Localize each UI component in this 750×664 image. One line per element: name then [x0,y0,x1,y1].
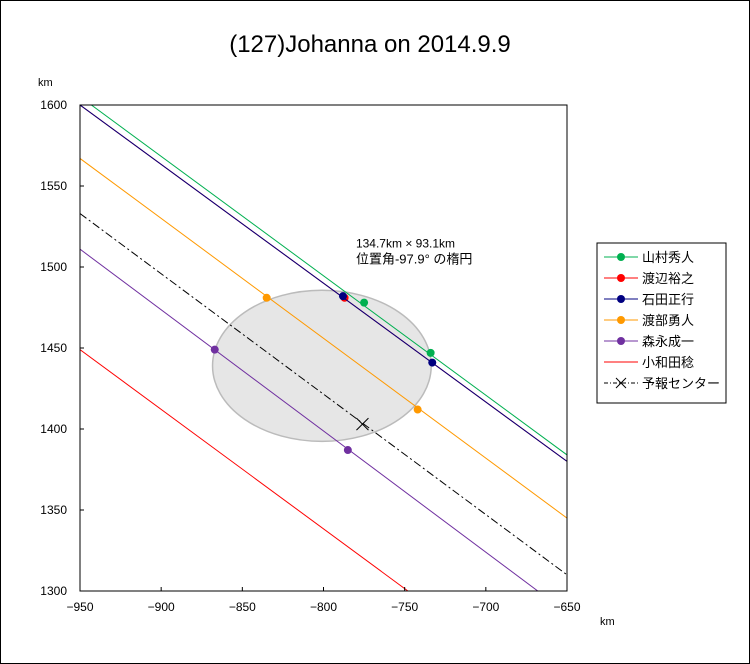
asteroid-ellipse [211,289,432,443]
legend-entry-0: 山村秀人 [604,250,694,265]
x-tick-label-1: −900 [148,600,175,614]
x-tick-label-4: −750 [391,600,418,614]
chord-point-4-1 [343,446,352,455]
chord-point-0-0 [360,298,369,307]
annotation-size: 134.7km × 93.1km [356,237,455,251]
legend-entry-1: 渡辺裕之 [604,271,694,286]
chord-line-2 [80,105,567,462]
legend-entry-5: 小和田稔 [604,355,694,370]
chord-point-2-1 [428,358,437,367]
chord-line-4 [80,248,539,591]
x-tick-label-5: −700 [472,600,499,614]
y-tick-label-2: 1400 [40,422,67,436]
plot-area [80,105,567,591]
y-tick-label-4: 1500 [40,260,67,274]
legend-swatch-dot [617,316,625,324]
chord-point-2-0 [338,292,347,301]
legend-entry-3: 渡部勇人 [604,313,694,328]
x-tick-label-6: −650 [553,600,580,614]
y-tick-label-0: 1300 [40,584,67,598]
legend-entry-6: 予報センター [604,376,720,391]
chart-title: (127)Johanna on 2014.9.9 [229,31,511,58]
y-tick-label-6: 1600 [40,98,67,112]
chord-line-6 [80,213,567,576]
legend-entry-4: 森永成一 [604,334,694,349]
chord-point-4-0 [210,345,219,354]
y-axis-label: km [38,77,53,89]
annotation-position-angle: 位置角-97.9° の楕円 [356,252,472,267]
legend-swatch-dot [617,295,625,303]
legend-swatch-cross [615,377,627,389]
y-tick-label-5: 1550 [40,179,67,193]
x-tick-label-2: −850 [229,600,256,614]
legend-label-4: 森永成一 [642,334,694,349]
x-axis-label: km [600,616,615,628]
legend-label-2: 石田正行 [642,292,694,307]
y-tick-label-1: 1350 [40,503,67,517]
chord-point-0-1 [426,348,435,357]
center-cross-marker [356,417,369,431]
legend-swatch-dot [617,274,625,282]
legend-label-1: 渡辺裕之 [642,271,694,286]
legend-label-6: 予報センター [642,376,720,391]
chord-point-3-0 [262,293,271,302]
chord-line-3 [80,158,567,519]
legend-entry-2: 石田正行 [604,292,694,307]
legend-swatch-dot [617,337,625,345]
axis-ticks: −950 −900 −850 −800 −750 −700 −650 1300 1350 1400… [40,98,581,614]
chord-line-0 [91,105,567,456]
legend-swatch-dot [617,253,625,261]
legend-label-0: 山村秀人 [642,250,694,265]
x-tick-label-0: −950 [66,600,93,614]
chord-line-5 [80,349,409,591]
legend-label-5: 小和田稔 [642,355,694,370]
y-tick-label-3: 1450 [40,341,67,355]
legend-label-3: 渡部勇人 [642,313,694,328]
x-tick-label-3: −800 [310,600,337,614]
chord-point-3-1 [413,405,422,414]
